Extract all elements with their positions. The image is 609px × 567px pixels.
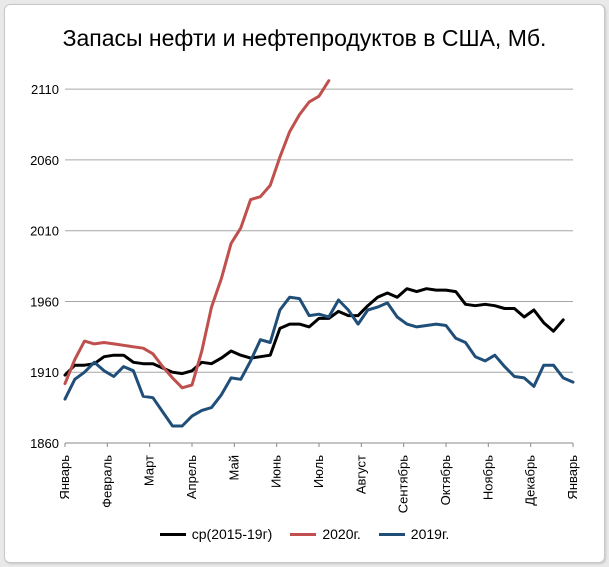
legend-label-avg: ср(2015-19г) [191, 526, 273, 542]
legend-item: 2020г. [290, 526, 361, 542]
x-tick-label: Июнь [269, 455, 284, 488]
legend-swatch-2019 [378, 532, 405, 536]
chart-frame: Запасы нефти и нефтепродуктов в США, Мб.… [4, 4, 605, 563]
legend-swatch-avg [159, 532, 186, 536]
x-tick-label: Март [142, 455, 157, 486]
x-tick-label: Сентябрь [396, 455, 411, 513]
x-tick-label: Декабрь [523, 455, 538, 506]
chart-legend: ср(2015-19г) 2020г. 2019г. [5, 526, 604, 542]
series-line-avg [63, 287, 565, 377]
x-tick-label: Июль [311, 455, 326, 488]
x-tick-label: Февраль [99, 455, 114, 508]
x-tick-label: Апрель [184, 455, 199, 499]
y-tick-label: 2110 [31, 82, 59, 97]
y-tick-label: 2060 [30, 153, 59, 168]
x-tick-label: Ноябрь [480, 455, 495, 500]
y-tick-label: 2010 [30, 224, 59, 239]
x-tick-label: Август [353, 455, 368, 494]
series-line-2020 [63, 79, 331, 390]
chart-title: Запасы нефти и нефтепродуктов в США, Мб. [62, 25, 547, 51]
x-tick-label: Январь [57, 455, 72, 500]
y-tick-label: 1910 [30, 365, 59, 380]
legend-item: ср(2015-19г) [159, 526, 273, 542]
series-line-2019 [63, 295, 575, 428]
chart-plot: 1860 1910 1960 2010 2060 2110 Январь Февраль Мар… [30, 79, 580, 513]
y-tick-label: 1860 [30, 436, 59, 451]
y-tick-label: 1960 [30, 294, 59, 309]
x-tick-label: Май [226, 455, 241, 480]
legend-label-2020: 2020г. [322, 526, 361, 542]
x-tick-label: Январь [565, 455, 580, 500]
legend-swatch-2020 [290, 532, 317, 536]
x-tick-label: Октябрь [438, 455, 453, 506]
legend-label-2019: 2019г. [410, 526, 450, 542]
legend-item: 2019г. [378, 526, 450, 542]
